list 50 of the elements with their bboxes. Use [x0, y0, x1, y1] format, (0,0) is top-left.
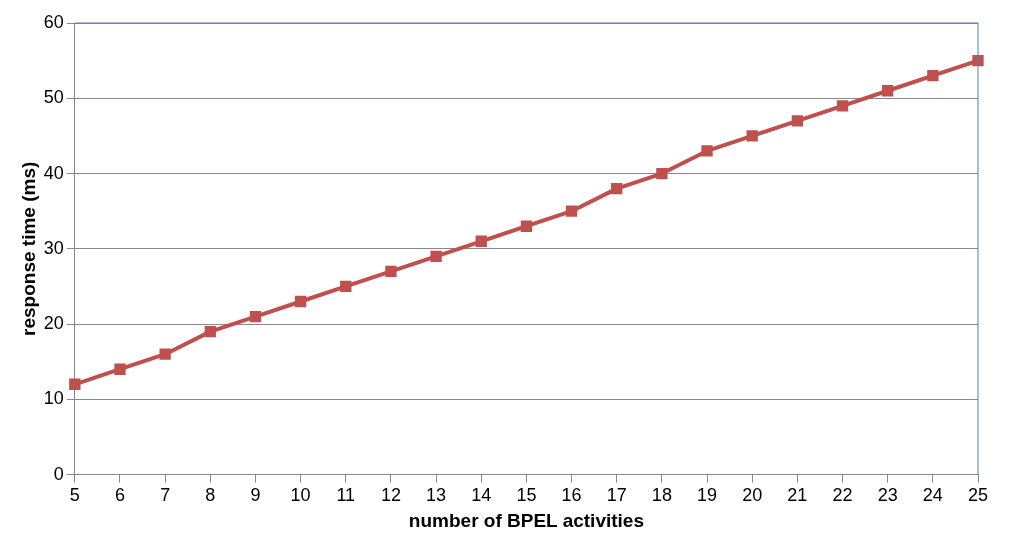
- point: [69, 378, 81, 390]
- y-tick-label: 60: [43, 11, 64, 32]
- y-axis-title: response time (ms): [17, 161, 39, 336]
- point: [611, 182, 623, 195]
- point: [475, 235, 487, 247]
- point: [430, 250, 442, 262]
- point: [159, 348, 171, 360]
- x-tick-label: 9: [250, 485, 261, 506]
- x-tick-label: 14: [471, 485, 492, 506]
- point: [249, 310, 262, 323]
- x-tick-label: 22: [832, 485, 853, 506]
- point: [565, 205, 578, 217]
- x-tick-label: 19: [697, 485, 718, 506]
- y-tick-label: 10: [43, 388, 64, 409]
- y-tick-label: 50: [43, 87, 64, 108]
- x-tick-label: 25: [967, 485, 989, 506]
- x-tick-label: 17: [606, 485, 627, 506]
- x-tick-label: 24: [922, 485, 943, 506]
- x-axis-title: number of BPEL activities: [408, 509, 644, 531]
- y-tick-label: 40: [43, 162, 64, 183]
- y-tick-label: 20: [43, 313, 64, 334]
- y-tick-label: 0: [53, 463, 64, 484]
- point: [114, 363, 126, 375]
- point: [520, 220, 533, 232]
- point: [836, 100, 849, 112]
- point: [882, 85, 894, 97]
- x-tick-label: 7: [160, 485, 171, 506]
- x-tick-label: 20: [742, 485, 763, 506]
- point: [927, 70, 939, 82]
- point: [656, 167, 668, 180]
- x-tick-label: 12: [380, 485, 401, 506]
- x-tick-label: 18: [651, 485, 672, 506]
- x-tick-label: 8: [205, 485, 216, 506]
- point: [294, 295, 307, 308]
- point: [746, 130, 758, 142]
- x-tick-label: 23: [877, 485, 898, 506]
- point: [791, 115, 804, 127]
- point: [385, 265, 397, 278]
- point: [340, 280, 352, 293]
- x-tick-label: 10: [290, 485, 311, 506]
- x-tick-label: 11: [336, 485, 356, 506]
- x-tick-label: 21: [787, 485, 808, 506]
- x-tick-label: 5: [69, 485, 80, 506]
- x-tick-label: 16: [561, 485, 582, 506]
- point: [701, 145, 713, 157]
- x-tick-label: 13: [426, 485, 447, 506]
- point: [204, 325, 216, 338]
- x-tick-label: 15: [516, 485, 537, 506]
- x-tick-label: 6: [114, 485, 125, 506]
- y-tick-label: 30: [43, 237, 64, 258]
